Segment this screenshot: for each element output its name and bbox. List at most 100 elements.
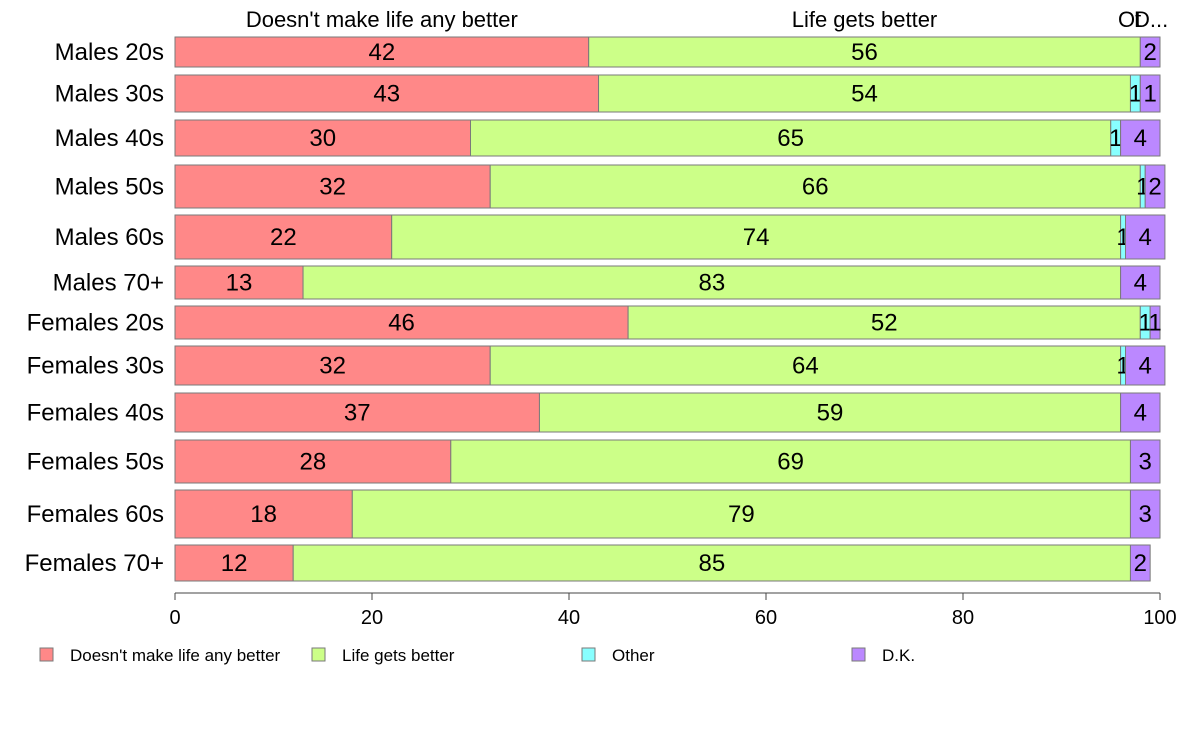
bar-data-label: 4	[1134, 270, 1147, 297]
series-top-label: Ot	[1118, 7, 1141, 32]
bar-segment	[1125, 214, 1166, 260]
x-tick-label: 0	[169, 607, 180, 629]
x-tick-label: 40	[558, 607, 580, 629]
bar-data-label: 32	[319, 174, 346, 201]
x-axis: 0 20 40 60 80 100	[169, 592, 1177, 629]
bar-segment	[450, 439, 1131, 484]
category-label: Males 20s	[55, 39, 164, 66]
bar-segment	[489, 345, 1122, 386]
category-label: Males 70+	[53, 270, 164, 297]
bar-data-label: 37	[344, 400, 371, 427]
category-label: Males 50s	[55, 174, 164, 201]
bar-data-label: 65	[777, 125, 804, 152]
category-label: Males 60s	[55, 224, 164, 251]
bar-data-label: 18	[250, 501, 277, 528]
bar-segment	[1125, 345, 1166, 386]
bar-segment	[174, 164, 491, 209]
category-label: Females 30s	[27, 353, 164, 380]
category-label: Males 30s	[55, 81, 164, 108]
bar-segment	[1120, 265, 1161, 300]
bar-data-label: 4	[1139, 353, 1152, 380]
bar-segment	[470, 119, 1112, 157]
bar-segment	[1120, 119, 1161, 157]
legend-entry-label: D.K.	[882, 646, 915, 665]
legend-swatch	[39, 647, 54, 662]
bar-data-label: 22	[270, 224, 297, 251]
legend-swatch	[851, 647, 866, 662]
bar-data-label: 3	[1139, 449, 1152, 476]
bar-segment	[489, 164, 1141, 209]
bar-data-label: 1	[1129, 81, 1142, 108]
bar-segment	[1129, 544, 1151, 582]
legend-swatch	[311, 647, 326, 662]
bar-data-label: 85	[698, 550, 725, 577]
bar-segment	[1129, 439, 1161, 484]
legend: Doesn't make life any better Life gets be…	[39, 646, 915, 665]
bar-segment	[391, 214, 1122, 260]
bar-data-label: 13	[226, 270, 253, 297]
bar-data-label: 4	[1139, 224, 1152, 251]
legend-entry-label: Doesn't make life any better	[70, 646, 281, 665]
bar-segment	[292, 544, 1131, 582]
legend-swatch	[581, 647, 596, 662]
bar-segment	[174, 305, 629, 340]
bar-data-label: 30	[309, 125, 336, 152]
bar-segment	[1129, 489, 1161, 539]
x-tick-label: 100	[1143, 607, 1176, 629]
bar-segment	[588, 36, 1141, 68]
bar-data-label: 59	[817, 400, 844, 427]
bar-data-label: 1	[1109, 125, 1122, 152]
bar-data-label: 54	[851, 81, 878, 108]
series-top-labels: Doesn't make life any better Life gets be…	[246, 7, 1168, 32]
bar-data-label: 69	[777, 449, 804, 476]
x-tick-label: 80	[952, 607, 974, 629]
bar-data-label: 1	[1139, 310, 1152, 337]
bar-data-label: 4	[1134, 400, 1147, 427]
category-label: Females 60s	[27, 501, 164, 528]
bar-data-label: 46	[388, 310, 415, 337]
bar-segment	[1139, 74, 1161, 113]
bar-segment	[1139, 36, 1161, 68]
bar-data-label: 2	[1134, 550, 1147, 577]
bar-data-label: 56	[851, 39, 878, 66]
bar-data-label: 3	[1139, 501, 1152, 528]
legend-entry-label: Other	[612, 646, 655, 665]
bar-segment	[174, 265, 304, 300]
bar-segment	[174, 214, 393, 260]
bar-data-label: 52	[871, 310, 898, 337]
bar-data-label: 79	[728, 501, 755, 528]
bar-data-label: 12	[221, 550, 248, 577]
bar-segment	[174, 74, 600, 113]
bar-data-label: 1	[1148, 310, 1161, 337]
bar-data-label: 74	[743, 224, 770, 251]
bar-segment	[302, 265, 1122, 300]
bar-segment	[174, 392, 540, 433]
x-tick-label: 20	[361, 607, 383, 629]
legend-entry-label: Life gets better	[342, 646, 455, 665]
series-top-label: D...	[1134, 7, 1168, 32]
category-labels: Males 20s Males 30s Males 40s Males 50s Male…	[25, 39, 164, 577]
bar-data-label: 4	[1134, 125, 1147, 152]
series-top-label: Doesn't make life any better	[246, 7, 518, 32]
bar-data-label: 66	[802, 174, 829, 201]
category-label: Females 70+	[25, 550, 164, 577]
category-label: Females 50s	[27, 449, 164, 476]
category-label: Females 20s	[27, 310, 164, 337]
bar-segment	[174, 489, 353, 539]
bar-segment	[174, 119, 471, 157]
bar-data-label: 42	[368, 39, 395, 66]
bar-data-label: 28	[300, 449, 327, 476]
category-label: Males 40s	[55, 125, 164, 152]
bar-data-label: 32	[319, 353, 346, 380]
x-tick-label: 60	[755, 607, 777, 629]
bar-segment	[1144, 164, 1166, 209]
bar-segment	[1120, 392, 1161, 433]
bar-data-label: 2	[1143, 39, 1156, 66]
bar-segment	[538, 392, 1122, 433]
bar-data-label: 2	[1148, 174, 1161, 201]
bar-segment	[598, 74, 1131, 113]
series-top-label: Life gets better	[792, 7, 938, 32]
bar-data-label: 83	[698, 270, 725, 297]
